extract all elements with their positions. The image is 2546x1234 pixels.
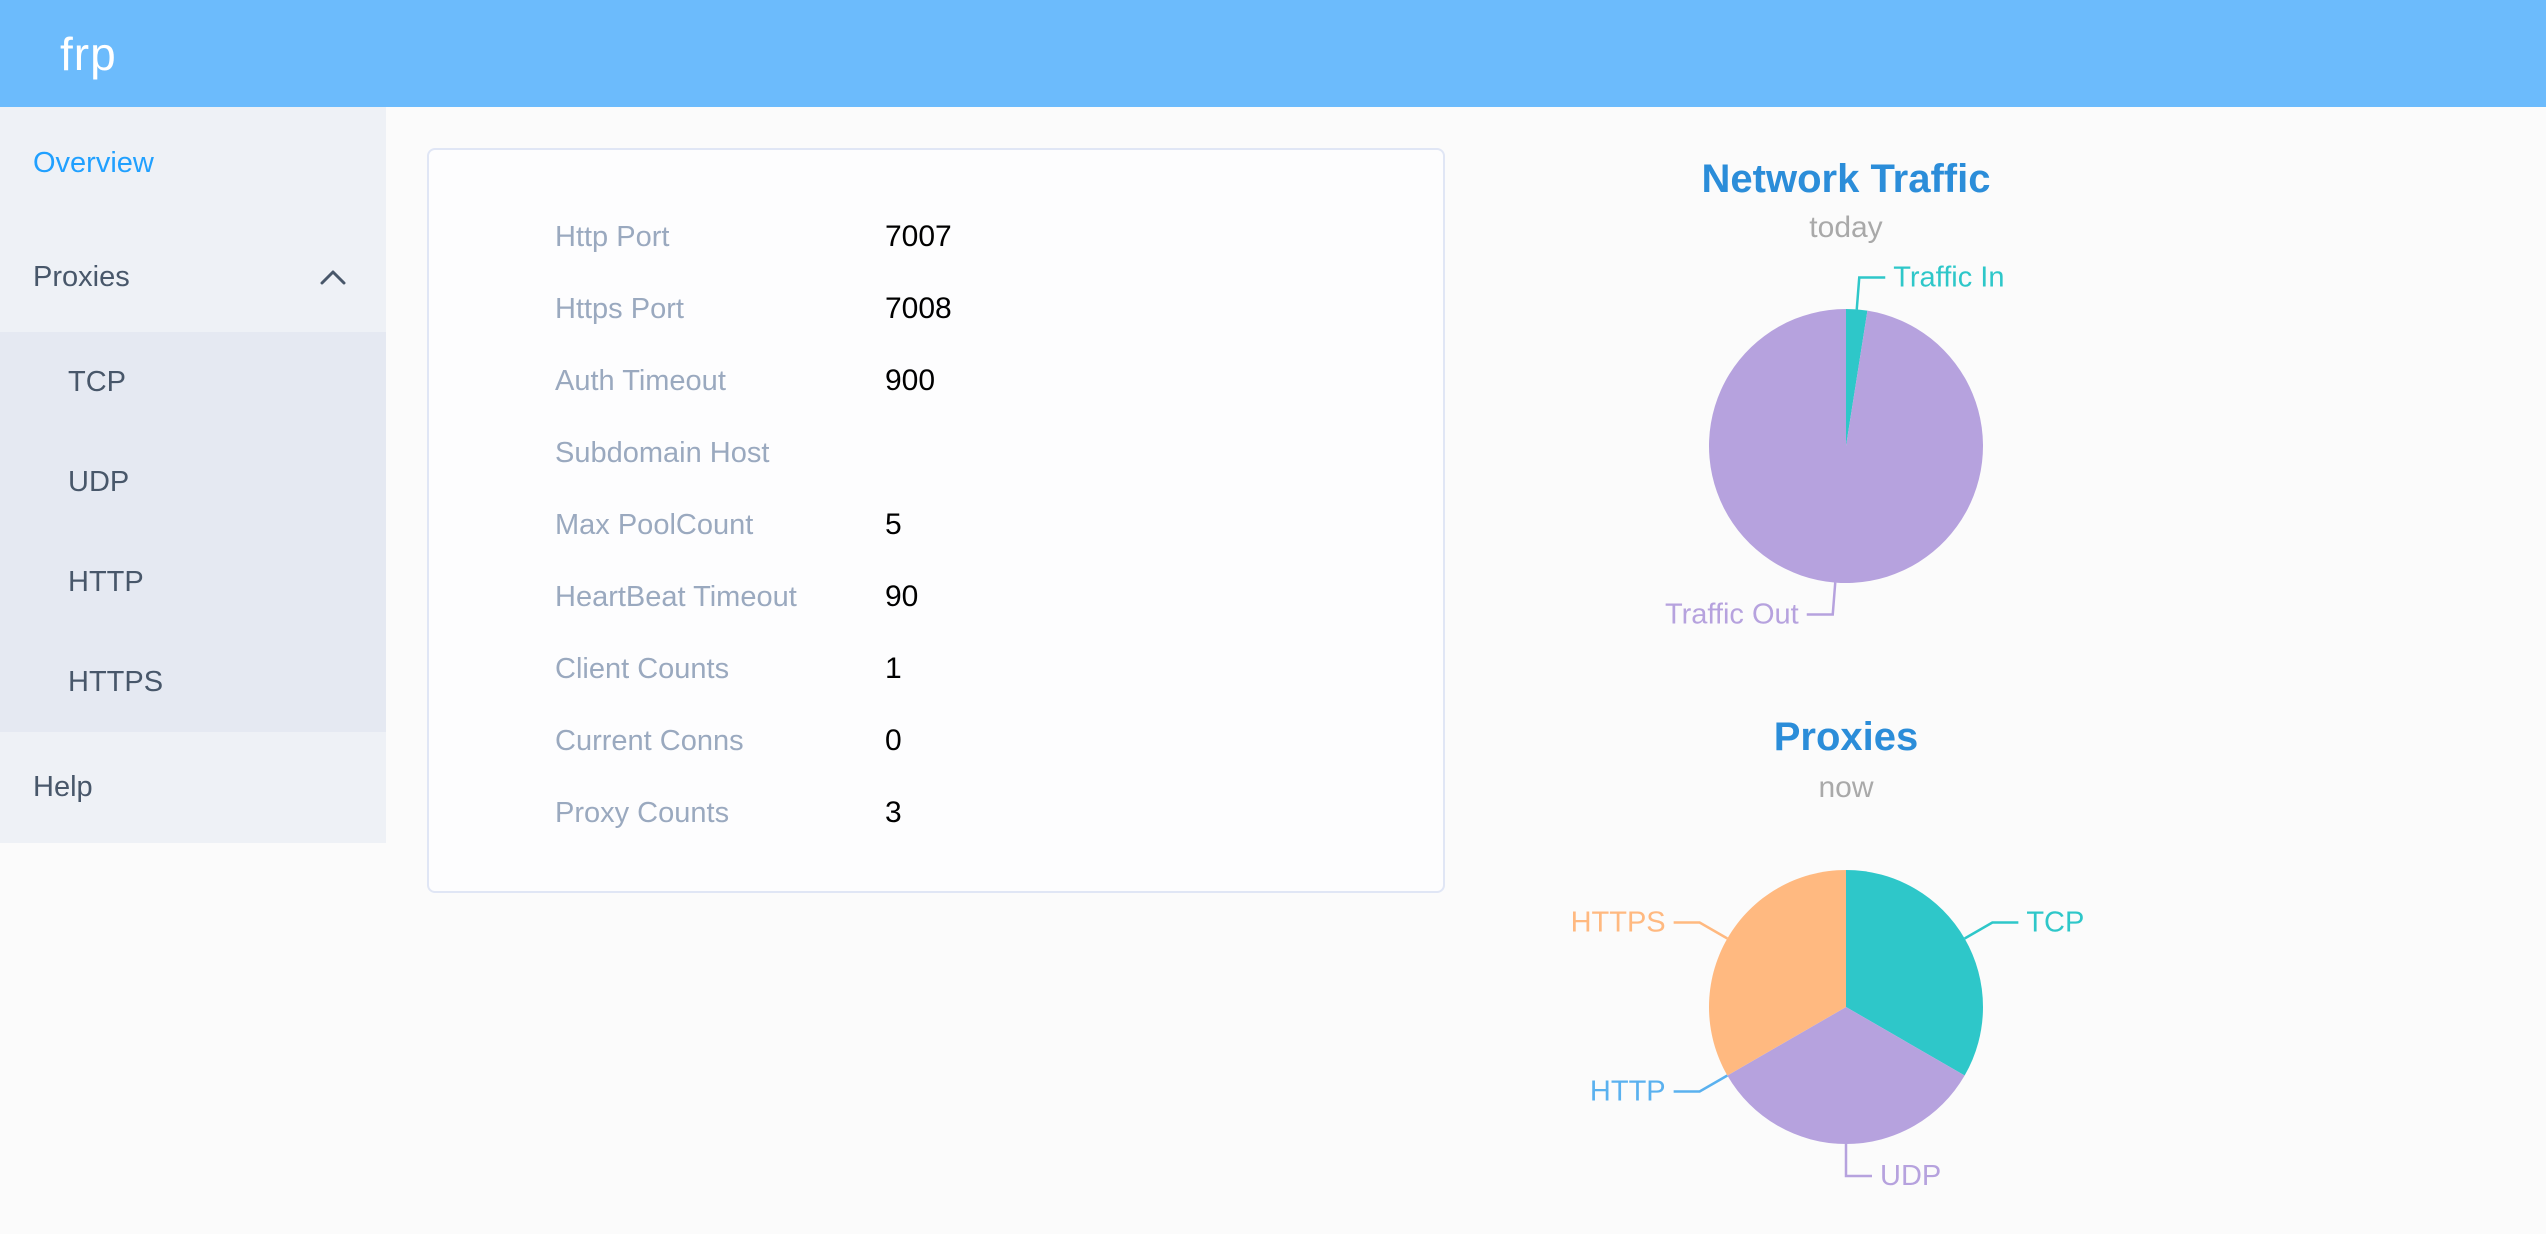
info-label: Client Counts: [555, 652, 730, 685]
pie-chart-proxies: TCP UDP HTTP HTTPS: [1571, 870, 2084, 1192]
info-row-proxy-counts: Proxy Counts 3: [429, 777, 1443, 849]
pie-label-line-http: [1673, 1074, 1728, 1093]
info-row-client-counts: Client Counts 1: [429, 633, 1443, 705]
pie-label-https: HTTPS: [1571, 907, 1666, 939]
info-label: Max PoolCount: [555, 508, 754, 541]
pie-label-line-traffic-out: [1806, 582, 1837, 616]
sidebar-item-label: TCP: [68, 365, 126, 398]
sidebar-item-label: HTTPS: [68, 665, 164, 698]
info-row-subdomain-host: Subdomain Host: [429, 417, 1443, 489]
server-info-card: Http Port 7007 Https Port 7008 Auth Time…: [427, 148, 1445, 893]
info-value: 90: [885, 580, 919, 613]
sidebar-item-help[interactable]: Help: [0, 732, 386, 843]
info-value: 3: [885, 796, 902, 829]
info-value: 0: [885, 724, 902, 757]
info-row-http-port: Http Port 7007: [429, 201, 1443, 273]
sidebar-submenu-proxies: TCP UDP HTTP HTTPS: [0, 332, 386, 732]
info-row-auth-timeout: Auth Timeout 900: [429, 345, 1443, 417]
pie-label-tcp: TCP: [2026, 907, 2084, 939]
sidebar-item-label: Overview: [33, 146, 154, 179]
chart-subtitle-proxies: now: [1818, 771, 1874, 804]
pie-slice-traffic-in[interactable]: [1846, 309, 1868, 446]
app-logo: frp: [60, 27, 117, 80]
sidebar-item-https[interactable]: HTTPS: [0, 632, 386, 732]
sidebar: Overview Proxies TCP UDP HTTP HTTPS: [0, 107, 386, 843]
info-label: HeartBeat Timeout: [555, 580, 797, 613]
sidebar-item-tcp[interactable]: TCP: [0, 332, 386, 432]
chart-title-network-traffic: Network Traffic: [1701, 157, 1991, 201]
pie-label-line-tcp: [1964, 921, 2019, 940]
info-label: Https Port: [555, 292, 684, 325]
pie-label-traffic-in: Traffic In: [1893, 262, 2004, 294]
pie-slice-traffic-out[interactable]: [1708, 309, 1983, 583]
info-value: 7008: [885, 292, 952, 325]
info-value: 7007: [885, 220, 952, 253]
info-row-max-poolcount: Max PoolCount 5: [429, 489, 1443, 561]
sidebar-item-proxies[interactable]: Proxies: [0, 222, 386, 332]
info-row-https-port: Https Port 7008: [429, 273, 1443, 345]
info-value: 1: [885, 652, 902, 685]
sidebar-item-label: UDP: [68, 465, 130, 498]
sidebar-item-udp[interactable]: UDP: [0, 432, 386, 532]
pie-slice-https[interactable]: [1708, 870, 1846, 1076]
chart-subtitle-network-traffic: today: [1809, 211, 1883, 244]
info-label: Auth Timeout: [555, 364, 726, 397]
sidebar-item-label: Proxies: [33, 260, 130, 293]
pie-chart-network-traffic: Traffic In Traffic Out: [1665, 262, 2004, 631]
pie-slice-tcp[interactable]: [1846, 870, 1984, 1076]
chevron-up-icon: [320, 269, 346, 286]
sidebar-item-overview[interactable]: Overview: [0, 108, 386, 218]
info-value: 900: [885, 364, 936, 397]
info-label: Proxy Counts: [555, 796, 730, 829]
info-label: Current Conns: [555, 724, 744, 757]
info-label: Subdomain Host: [555, 436, 770, 469]
sidebar-item-label: HTTP: [68, 565, 144, 598]
chart-title-proxies: Proxies: [1773, 715, 1919, 759]
info-value: 5: [885, 508, 902, 541]
pie-label-line-traffic-in: [1855, 276, 1886, 310]
info-label: Http Port: [555, 220, 670, 253]
pie-label-http: HTTP: [1590, 1076, 1666, 1108]
app-header: frp: [0, 0, 2546, 107]
pie-label-line-udp: [1844, 1144, 1872, 1178]
pie-label-traffic-out: Traffic Out: [1665, 598, 1799, 630]
info-row-current-conns: Current Conns 0: [429, 705, 1443, 777]
info-row-heartbeat-timeout: HeartBeat Timeout 90: [429, 561, 1443, 633]
sidebar-item-http[interactable]: HTTP: [0, 532, 386, 632]
pie-label-udp: UDP: [1880, 1160, 1941, 1192]
sidebar-item-label: Help: [33, 771, 93, 803]
pie-label-line-https: [1673, 921, 1728, 940]
